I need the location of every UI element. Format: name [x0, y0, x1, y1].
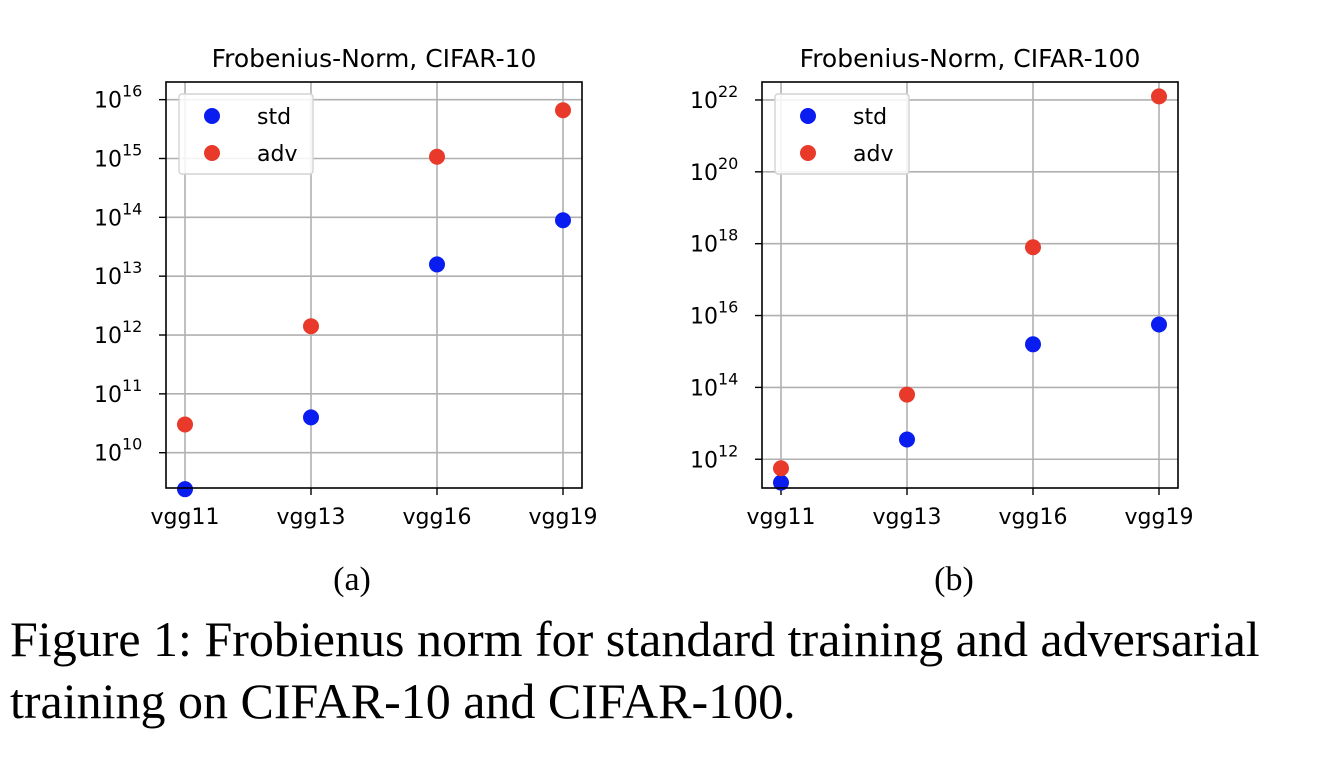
y-tick-label: 10	[94, 383, 122, 408]
y-tick-exponent: 11	[122, 376, 142, 395]
legend-marker-std	[204, 108, 220, 124]
data-point-adv	[1025, 239, 1041, 256]
x-tick-label: vgg11	[747, 505, 816, 530]
legend-marker-std	[800, 108, 816, 124]
caption-text: Frobienus norm for standard training and…	[10, 611, 1260, 729]
y-tick-label: 10	[690, 448, 718, 473]
panel-label: (a)	[333, 561, 371, 598]
x-tick-label: vgg19	[1125, 505, 1194, 530]
y-tick-exponent: 16	[718, 298, 738, 317]
y-tick-label: 10	[690, 89, 718, 114]
y-tick-label: 10	[94, 265, 122, 290]
data-point-adv	[555, 102, 571, 119]
x-tick-label: vgg19	[529, 505, 598, 530]
data-point-std	[1151, 316, 1167, 333]
y-tick-exponent: 15	[122, 140, 142, 159]
caption-label: Figure 1:	[10, 611, 192, 667]
y-tick-exponent: 10	[122, 435, 142, 454]
x-tick-label: vgg13	[873, 505, 942, 530]
y-tick-exponent: 20	[718, 154, 738, 173]
data-point-std	[773, 474, 789, 491]
y-tick-label: 10	[690, 305, 718, 330]
y-tick-label: 10	[690, 161, 718, 186]
x-tick-label: vgg13	[277, 505, 346, 530]
x-tick-label: vgg16	[999, 505, 1068, 530]
legend-label-adv: adv	[853, 142, 893, 167]
y-tick-label: 10	[94, 206, 122, 231]
chart-title: Frobenius-Norm, CIFAR-10	[212, 44, 537, 73]
data-point-adv	[899, 386, 915, 403]
data-point-adv	[303, 318, 319, 335]
y-tick-label: 10	[94, 89, 122, 114]
axes-frame	[165, 81, 583, 489]
y-tick-exponent: 14	[122, 199, 142, 218]
legend-label-std: std	[853, 105, 887, 130]
y-tick-exponent: 22	[718, 82, 738, 101]
x-tick-label: vgg11	[151, 505, 220, 530]
y-tick-label: 10	[690, 233, 718, 258]
data-point-std	[1025, 336, 1041, 353]
y-tick-exponent: 18	[718, 226, 738, 245]
data-point-adv	[773, 460, 789, 477]
data-point-std	[555, 212, 571, 229]
y-tick-label: 10	[94, 442, 122, 467]
y-tick-exponent: 16	[122, 82, 142, 101]
data-point-adv	[177, 416, 193, 433]
y-tick-label: 10	[94, 147, 122, 172]
y-tick-exponent: 12	[718, 441, 738, 460]
legend-marker-adv	[204, 145, 220, 161]
chart-title: Frobenius-Norm, CIFAR-100	[800, 44, 1141, 73]
data-point-adv	[429, 148, 445, 165]
y-tick-exponent: 12	[122, 317, 142, 336]
data-point-std	[303, 409, 319, 426]
y-tick-label: 10	[94, 324, 122, 349]
y-tick-label: 10	[690, 376, 718, 401]
figure-caption: Figure 1: Frobienus norm for standard tr…	[10, 608, 1328, 732]
legend-label-std: std	[257, 105, 291, 130]
x-tick-label: vgg16	[403, 505, 472, 530]
data-point-std	[429, 256, 445, 273]
axes-frame	[761, 81, 1179, 489]
y-tick-exponent: 13	[122, 258, 142, 277]
legend-marker-adv	[800, 145, 816, 161]
data-point-std	[899, 431, 915, 448]
data-point-std	[177, 481, 193, 498]
legend-label-adv: adv	[257, 142, 297, 167]
y-tick-exponent: 14	[718, 369, 738, 388]
panel-label: (b)	[934, 561, 974, 598]
data-point-adv	[1151, 88, 1167, 105]
